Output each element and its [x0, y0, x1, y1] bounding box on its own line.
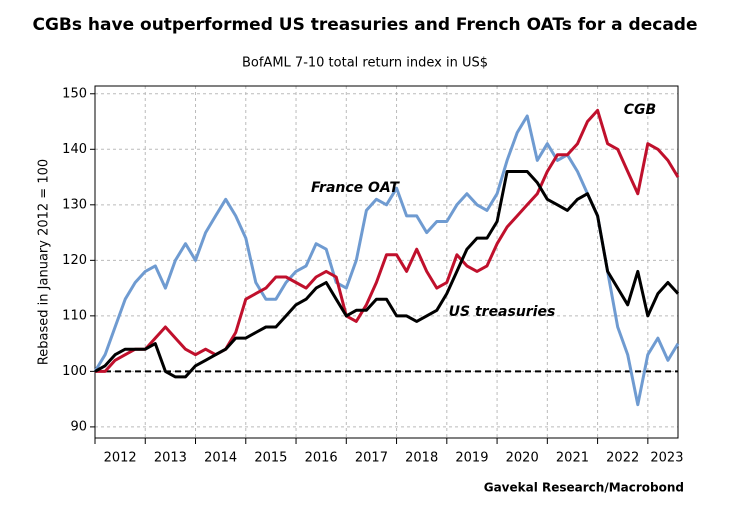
x-tick-label: 2018 — [405, 451, 438, 466]
x-tick-label: 2016 — [305, 451, 338, 466]
y-axis-label: Rebased in January 2012 = 100 — [37, 159, 52, 365]
x-tick-label: 2017 — [355, 451, 388, 466]
source: Gavekal Research/Macrobond — [484, 481, 684, 495]
x-tick-label: 2019 — [455, 451, 488, 466]
series-label: US treasuries — [449, 304, 556, 320]
x-tick-label: 2013 — [154, 451, 187, 466]
x-tick-label: 2022 — [606, 451, 639, 466]
x-tick-label: 2020 — [506, 451, 539, 466]
y-tick-label: 90 — [70, 419, 87, 434]
series-line — [94, 170, 680, 379]
y-tick-label: 120 — [62, 253, 87, 268]
x-tick-label: 2015 — [254, 451, 287, 466]
series-line — [93, 114, 680, 407]
x-tick-label: 2012 — [104, 451, 137, 466]
chart-title: CGBs have outperformed US treasuries and… — [32, 15, 697, 35]
x-tick-label: 2014 — [204, 451, 237, 466]
plot-frame — [94, 85, 679, 439]
chart-subtitle: BofAML 7-10 total return index in US$ — [242, 56, 488, 71]
x-tick-label: 2023 — [650, 451, 683, 466]
y-tick-label: 150 — [62, 86, 87, 101]
x-tick-label: 2021 — [556, 451, 589, 466]
y-tick-label: 100 — [62, 364, 87, 379]
y-tick-label: 140 — [62, 142, 87, 157]
series-line — [95, 108, 680, 373]
y-tick-label: 110 — [62, 308, 87, 323]
y-tick-label: 130 — [62, 197, 87, 212]
series-label: France OAT — [311, 180, 400, 196]
series-label: CGB — [624, 102, 656, 118]
